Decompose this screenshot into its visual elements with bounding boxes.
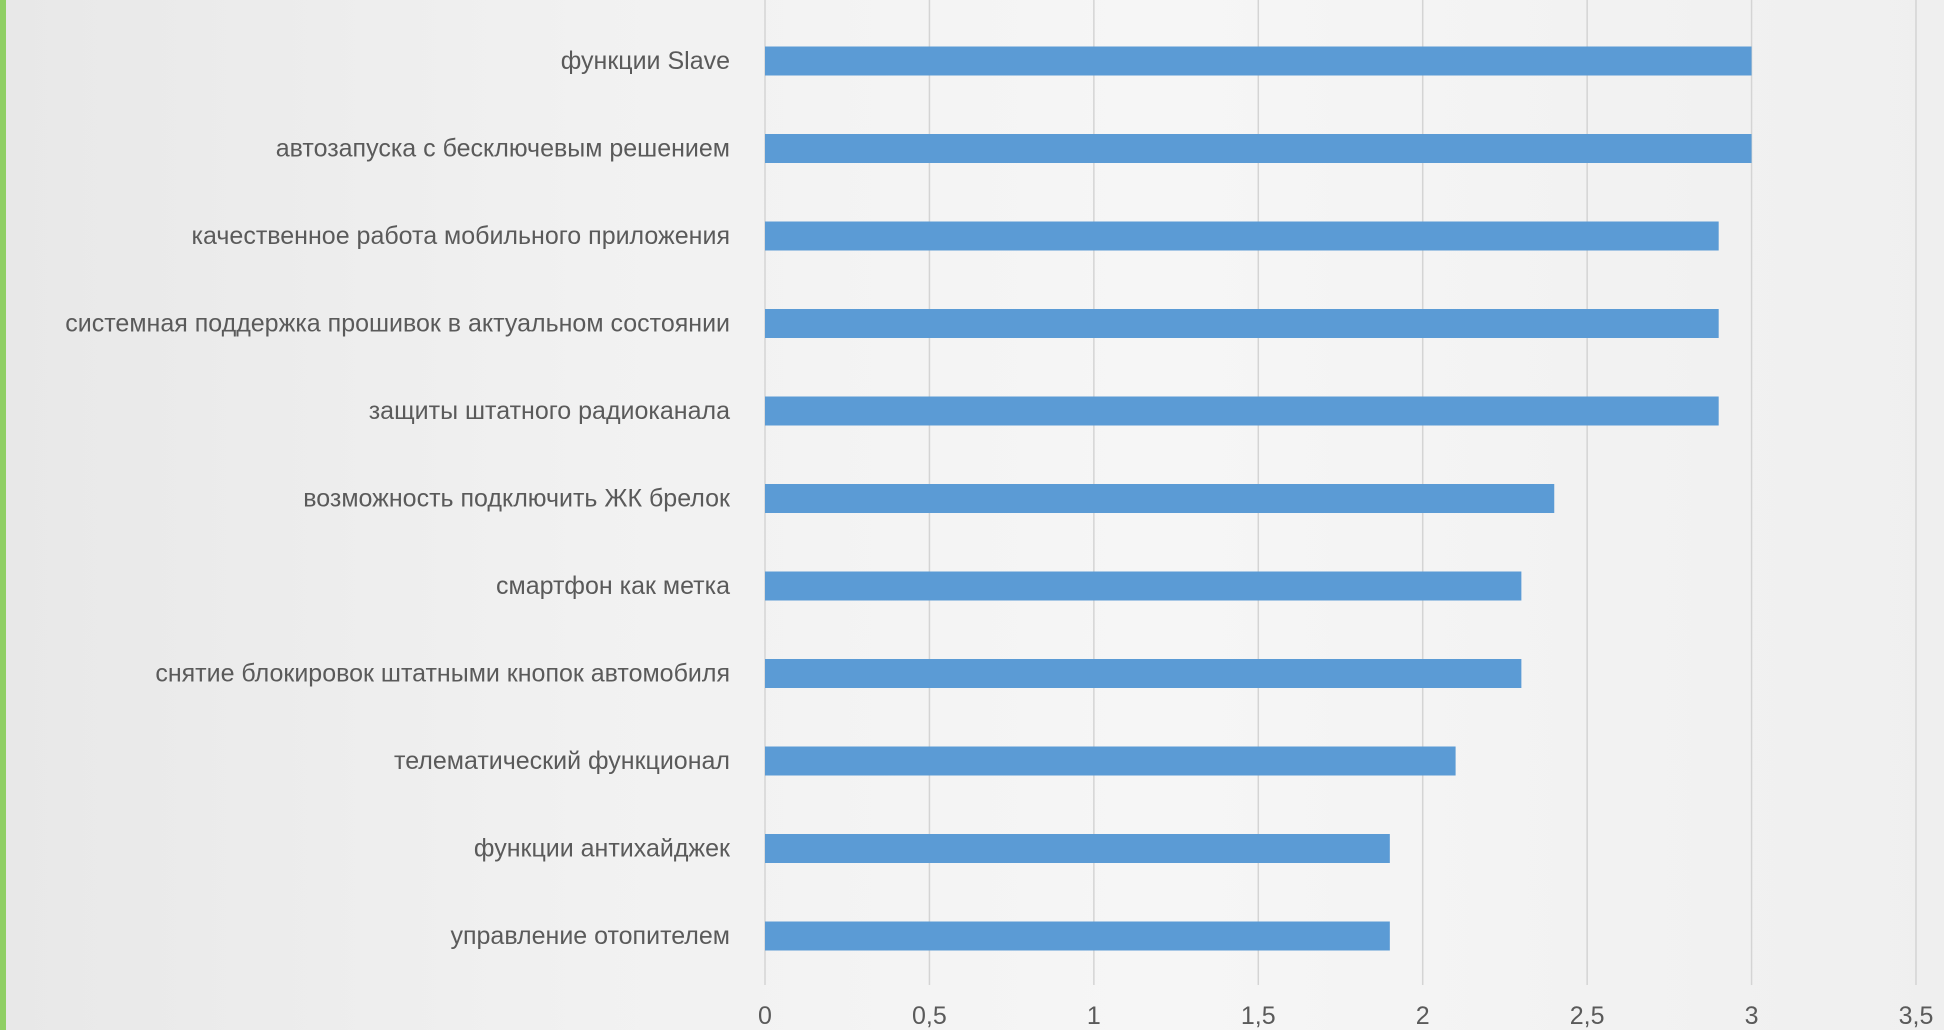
bar	[765, 921, 1390, 951]
bar	[765, 659, 1522, 688]
category-label: управление отопителем	[450, 922, 730, 950]
category-label: функции антихайджек	[474, 835, 731, 863]
category-labels: функции Slave автозапуска с бесключевым р…	[65, 47, 731, 950]
x-tick-label: 3	[1745, 1002, 1759, 1030]
bar	[765, 571, 1522, 601]
x-tick-label: 2,5	[1570, 1002, 1605, 1030]
category-label: телематический функционал	[394, 747, 730, 775]
bar	[765, 484, 1555, 513]
bar	[765, 221, 1719, 251]
bar	[765, 746, 1456, 776]
category-label: автозапуска с бесключевым решением	[276, 135, 730, 163]
x-tick-label: 1,5	[1241, 1002, 1276, 1030]
x-axis-ticks: 0 0,5 1 1,5 2 2,5 3 3,5	[758, 1002, 1933, 1030]
category-label: защиты штатного радиоканала	[369, 397, 730, 425]
category-label: качественное работа мобильного приложени…	[192, 222, 730, 250]
x-tick-label: 0,5	[912, 1002, 947, 1030]
category-label: смартфон как метка	[496, 572, 730, 600]
category-label: функции Slave	[561, 47, 730, 75]
bar	[765, 834, 1390, 863]
bars	[765, 46, 1752, 951]
category-label: системная поддержка прошивок в актуально…	[65, 310, 730, 338]
gridlines	[764, 0, 1917, 985]
bar	[765, 46, 1752, 76]
x-tick-label: 0	[758, 1002, 772, 1030]
x-tick-label: 2	[1416, 1002, 1430, 1030]
bar	[765, 134, 1752, 163]
x-tick-label: 1	[1087, 1002, 1101, 1030]
bar	[765, 309, 1719, 338]
category-label: снятие блокировок штатными кнопок автомо…	[155, 660, 730, 688]
slide-left-edge	[0, 0, 6, 1030]
x-tick-label: 3,5	[1899, 1002, 1934, 1030]
category-label: возможность подключить ЖК брелок	[303, 485, 731, 513]
bar	[765, 396, 1719, 426]
